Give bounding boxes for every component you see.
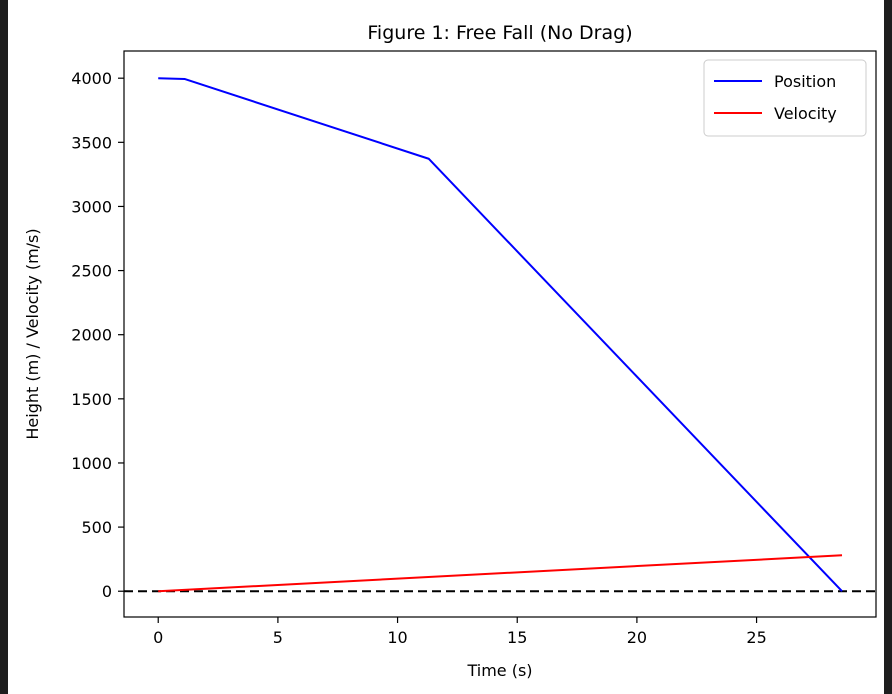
y-tick-label: 1000 (71, 454, 112, 473)
x-tick-label: 20 (627, 628, 647, 647)
plot-layer (124, 77, 876, 593)
legend: Position Velocity (703, 59, 867, 137)
series-line-position (158, 77, 843, 592)
y-tick-label: 2500 (71, 262, 112, 281)
x-tick-label: 0 (153, 628, 163, 647)
x-tick-label: 15 (507, 628, 527, 647)
plot-frame (123, 50, 877, 618)
y-tick-label: 3500 (71, 133, 112, 152)
y-tick-label: 0 (102, 582, 112, 601)
legend-box (703, 59, 867, 137)
y-tick-label: 2000 (71, 326, 112, 345)
y-tick-label: 500 (81, 518, 112, 537)
y-tick-label: 3000 (71, 197, 112, 216)
chart-title: Figure 1: Free Fall (No Drag) (367, 22, 632, 44)
y-tick-label: 1500 (71, 390, 112, 409)
y-tick-label: 4000 (71, 69, 112, 88)
legend-label-position: Position (774, 72, 836, 91)
legend-label-velocity: Velocity (774, 104, 837, 123)
y-axis-label: Height (m) / Velocity (m/s) (23, 228, 42, 439)
x-axis-label: Time (s) (466, 661, 532, 680)
x-tick-label: 10 (387, 628, 407, 647)
tick-layer: 0 5 10 15 20 25 0 500 1000 1500 2000 2500 3000 3500 40… (71, 50, 877, 647)
x-tick-label: 25 (746, 628, 766, 647)
x-tick-label: 5 (273, 628, 283, 647)
series-line-velocity (158, 554, 843, 593)
